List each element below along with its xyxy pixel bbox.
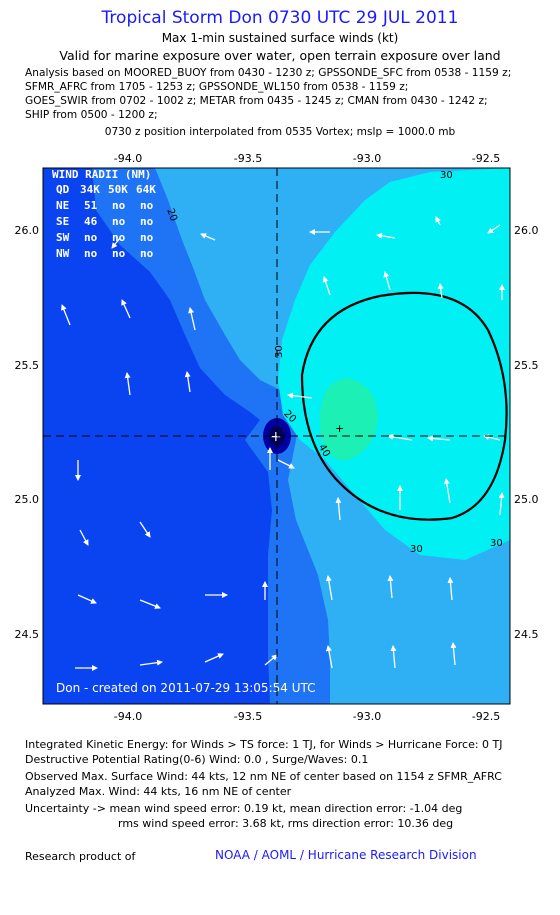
wind-vector-arrow	[139, 599, 161, 609]
vortex-note: 0730 z position interpolated from 0535 V…	[104, 126, 456, 138]
wind-radii-title: WIND RADII (NM)	[52, 168, 151, 181]
max-wind-marker-icon: +	[335, 422, 344, 435]
wind-vector-arrow	[443, 478, 451, 504]
research-label: Research product of	[25, 850, 136, 863]
wind-vector-arrow	[204, 653, 224, 663]
wind-vector-arrow	[427, 435, 451, 442]
x-tick-label: -93.0	[353, 710, 381, 723]
wind-vectors	[61, 216, 505, 671]
uncertainty-line-2: rms wind speed error: 3.68 kt, rms direc…	[118, 817, 454, 830]
y-tick-label: 25.0	[15, 493, 40, 506]
analysis-line-1: Analysis based on MOORED_BUOY from 0430 …	[25, 67, 512, 79]
x-tick-label: -92.5	[472, 710, 500, 723]
x-tick-label: -94.0	[114, 152, 142, 165]
y-tick-label: 24.5	[514, 628, 539, 641]
wind-vector-arrow	[139, 521, 151, 538]
wind-radii-header: QD 34K 50K 64K	[56, 183, 156, 196]
wind-vector-arrow	[184, 371, 191, 393]
band-30-40	[278, 168, 510, 560]
wind-vector-arrow	[322, 276, 331, 296]
wind-vector-arrow	[437, 283, 444, 299]
x-tick-label: -93.0	[353, 152, 381, 165]
wind-vector-arrow	[435, 216, 441, 226]
y-tick-label: 26.0	[514, 224, 539, 237]
contour-34kt	[300, 291, 508, 521]
observed-max-line: Observed Max. Surface Wind: 44 kts, 12 n…	[25, 770, 502, 783]
dpr-line: Destructive Potential Rating(0-6) Wind: …	[25, 753, 369, 766]
wind-vector-arrow	[387, 575, 394, 599]
wind-vector-arrow	[79, 529, 89, 546]
wind-vector-arrow	[450, 642, 457, 666]
wind-vector-arrow	[287, 392, 313, 399]
wind-vector-arrow	[325, 645, 333, 669]
y-tick-label: 25.5	[15, 359, 40, 372]
page-title: Tropical Storm Don 0730 UTC 29 JUL 2011	[101, 8, 459, 28]
wind-vector-arrow	[335, 497, 342, 521]
wind-vector-arrow	[498, 492, 505, 516]
contour-label: 30	[490, 538, 503, 549]
plot-frame	[42, 167, 511, 705]
y-tick-label: 25.5	[514, 359, 539, 372]
wind-radii-row: NE 51 no no	[56, 199, 154, 212]
band-40-plus	[320, 378, 378, 461]
noaa-credit: NOAA / AOML / Hurricane Research Divisio…	[215, 848, 477, 862]
contour-label: 30	[410, 544, 423, 555]
y-tick-label: 26.0	[15, 224, 40, 237]
valid-note: Valid for marine exposure over water, op…	[59, 48, 501, 63]
subtitle: Max 1-min sustained surface winds (kt)	[161, 31, 399, 45]
analysis-line-4: SHIP from 0500 - 1200 z;	[25, 109, 158, 121]
contour-label: 30	[440, 170, 453, 181]
wind-vector-arrow	[383, 271, 391, 291]
x-tick-label: -93.5	[234, 710, 262, 723]
wind-vector-arrow	[61, 304, 71, 326]
wind-vector-arrow	[124, 372, 131, 396]
x-tick-label: -93.5	[234, 152, 262, 165]
wind-vector-arrow	[390, 645, 397, 669]
analysis-line-3: GOES_SWIR from 0702 - 1002 z; METAR from…	[25, 95, 488, 107]
center-marker-icon: +	[270, 429, 282, 445]
wind-vector-arrow	[277, 459, 295, 469]
contour-label: 20	[164, 207, 179, 223]
wind-vector-arrow	[121, 299, 131, 319]
uncertainty-line-1: Uncertainty -> mean wind speed error: 0.…	[25, 802, 463, 815]
x-tick-label: -92.5	[472, 152, 500, 165]
wind-vector-arrow	[376, 232, 396, 239]
created-stamp: Don - created on 2011-07-29 13:05:54 UTC	[56, 681, 315, 695]
wind-radii-row: SE 46 no no	[56, 215, 154, 228]
wind-radii-row: SW no no no	[56, 231, 154, 244]
ike-line: Integrated Kinetic Energy: for Winds > T…	[25, 738, 503, 751]
analyzed-max-line: Analyzed Max. Wind: 44 kts, 16 nm NE of …	[25, 785, 292, 798]
wind-vector-arrow	[77, 594, 97, 604]
analysis-line-2: SFMR_AFRC from 1705 - 1253 z; GPSSONDE_W…	[25, 81, 409, 93]
x-tick-label: -94.0	[114, 710, 142, 723]
wind-vector-arrow	[483, 434, 501, 441]
axis-ticks: -94.0 -93.5 -93.0 -92.5 -94.0 -93.5 -93.…	[15, 152, 539, 723]
wind-vector-arrow	[447, 577, 454, 601]
wind-vector-arrow	[139, 659, 163, 666]
wind-vector-arrow	[325, 575, 333, 601]
wind-radii-row: NW no no no	[56, 247, 154, 260]
y-tick-label: 24.5	[15, 628, 40, 641]
wind-vector-arrow	[111, 237, 121, 249]
contour-label: 30	[274, 345, 285, 358]
wind-vector-arrow	[188, 307, 196, 331]
wind-vector-arrow	[487, 224, 501, 234]
wind-vector-arrow	[387, 433, 413, 441]
wind-vector-arrow	[264, 654, 278, 666]
wind-vector-arrow	[200, 233, 216, 241]
wind-radii-table: WIND RADII (NM) QD 34K 50K 64K NE 51 no no SE 4…	[52, 168, 156, 260]
y-tick-label: 25.0	[514, 493, 539, 506]
